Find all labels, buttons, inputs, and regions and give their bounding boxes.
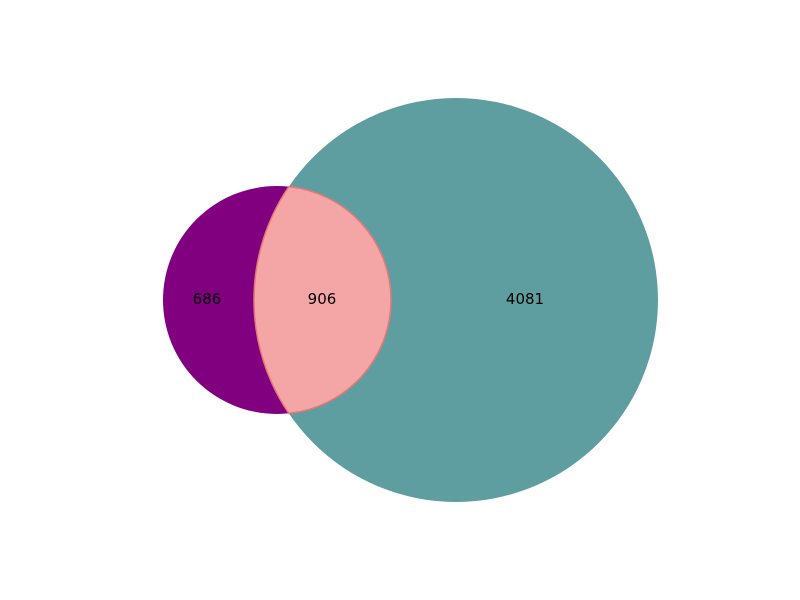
label-intersection: 906: [308, 290, 337, 308]
set-b-circle: [254, 98, 658, 502]
intersection-outline: [253, 185, 392, 415]
label-set-a-only: 686: [193, 290, 222, 308]
label-set-b-only: 4081: [506, 290, 544, 308]
